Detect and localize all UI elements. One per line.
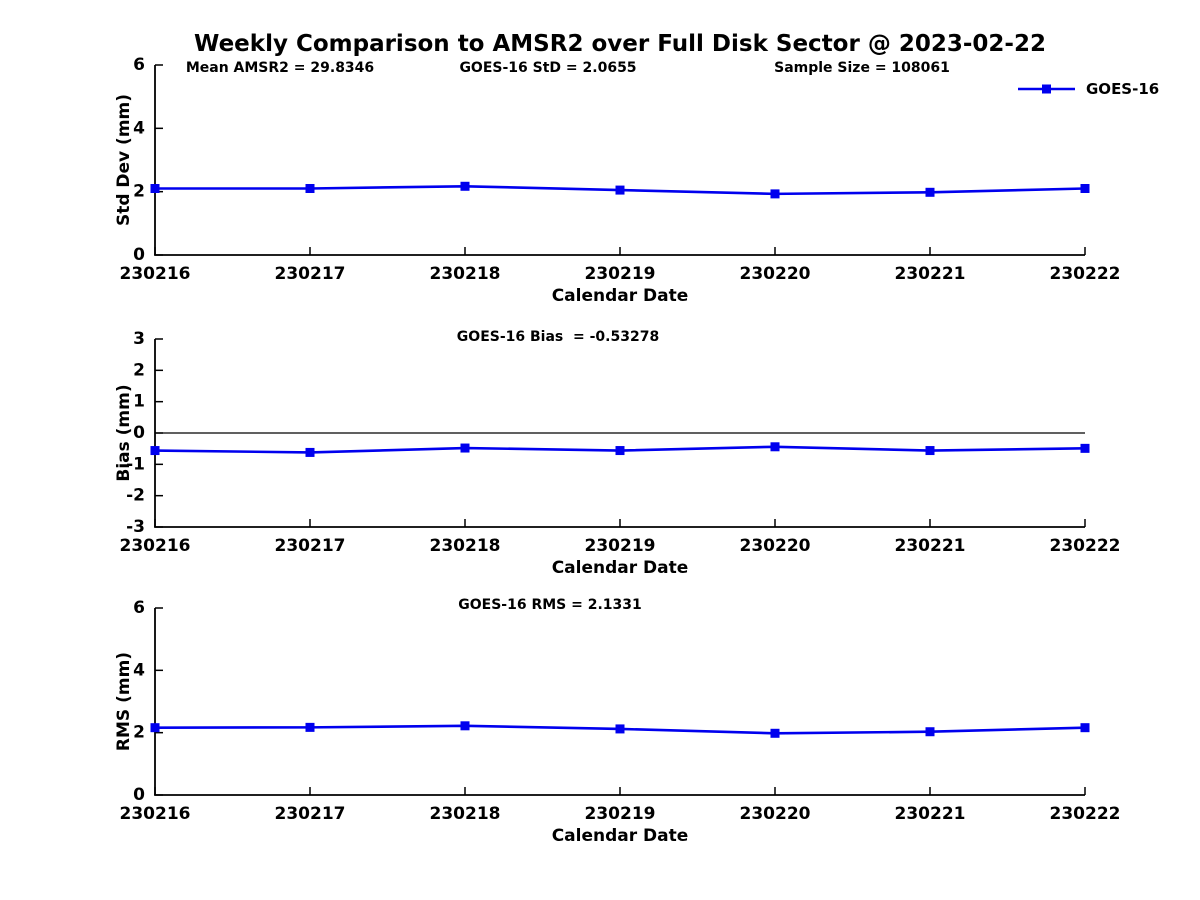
x-tick-label: 230218: [430, 536, 501, 556]
x-tick-label: 230217: [275, 536, 346, 556]
x-tick-label: 230221: [895, 264, 966, 284]
data-point: [150, 446, 160, 456]
data-point: [305, 722, 315, 732]
annotation-goes16-std: GOES-16 StD = 2.0655: [459, 60, 637, 76]
x-tick-label: 230222: [1050, 804, 1121, 824]
x-tick-label: 230220: [740, 536, 811, 556]
data-point: [770, 728, 780, 738]
data-point: [1080, 184, 1090, 193]
x-tick-label: 230216: [120, 264, 191, 284]
x-tick-label: 230217: [275, 264, 346, 284]
y-tick-label: -3: [126, 517, 145, 537]
data-point: [615, 724, 625, 734]
y-tick-label: 6: [133, 598, 145, 618]
y-tick-label: 0: [133, 423, 145, 443]
y-tick-label: 3: [133, 329, 145, 349]
data-point: [150, 723, 160, 733]
data-point: [925, 446, 935, 456]
y-tick-label: 0: [133, 785, 145, 805]
y-tick-label: 0: [133, 245, 145, 265]
data-point: [615, 185, 625, 195]
y-tick-label: 2: [133, 182, 145, 202]
data-point: [770, 442, 780, 452]
y-tick-label: 4: [133, 118, 145, 138]
data-point: [305, 184, 315, 193]
x-tick-label: 230222: [1050, 536, 1121, 556]
x-tick-label: 230216: [120, 804, 191, 824]
y-tick-label: -1: [126, 454, 145, 474]
annotation-mean-amsr2: Mean AMSR2 = 29.8346: [185, 60, 375, 76]
data-point: [615, 446, 625, 456]
annotation-goes16-bias: GOES-16 Bias = -0.53278: [456, 329, 660, 345]
legend-square-marker-icon: [1042, 84, 1051, 94]
x-tick-label: 230219: [585, 264, 656, 284]
y-tick-label: -2: [126, 486, 145, 506]
data-point: [460, 181, 470, 191]
x-axis-label: Calendar Date: [552, 826, 689, 846]
x-tick-label: 230221: [895, 804, 966, 824]
x-axis-label: Calendar Date: [552, 558, 689, 578]
x-tick-label: 230220: [740, 804, 811, 824]
data-point: [925, 727, 935, 737]
data-point: [925, 187, 935, 197]
data-point: [460, 721, 470, 731]
y-tick-label: 4: [133, 660, 145, 680]
x-tick-label: 230219: [585, 536, 656, 556]
data-point: [770, 189, 780, 199]
y-tick-label: 2: [133, 360, 145, 380]
data-point: [150, 184, 160, 193]
y-axis-label: RMS (mm): [114, 652, 134, 751]
x-tick-label: 230216: [120, 536, 191, 556]
x-tick-label: 230218: [430, 804, 501, 824]
x-axis-label: Calendar Date: [552, 286, 689, 306]
data-point: [1080, 723, 1090, 733]
annotation-sample-size: Sample Size = 108061: [774, 60, 950, 76]
figure-title: Weekly Comparison to AMSR2 over Full Dis…: [194, 31, 1046, 57]
x-tick-label: 230220: [740, 264, 811, 284]
y-axis-label: Bias (mm): [114, 384, 134, 481]
y-tick-label: 1: [133, 392, 145, 412]
y-tick-label: 2: [133, 723, 145, 743]
annotation-goes16-rms: GOES-16 RMS = 2.1331: [458, 597, 642, 613]
x-tick-label: 230217: [275, 804, 346, 824]
x-tick-label: 230219: [585, 804, 656, 824]
x-tick-label: 230221: [895, 536, 966, 556]
y-axis-label: Std Dev (mm): [114, 94, 134, 226]
x-tick-label: 230222: [1050, 264, 1121, 284]
y-tick-label: 6: [133, 55, 145, 75]
legend-marker-icon: [1018, 84, 1075, 94]
data-point: [305, 447, 315, 457]
data-point: [1080, 443, 1090, 453]
data-point: [460, 443, 470, 453]
legend: GOES-16: [1018, 80, 1159, 98]
legend-label: GOES-16: [1086, 80, 1160, 98]
x-tick-label: 230218: [430, 264, 501, 284]
